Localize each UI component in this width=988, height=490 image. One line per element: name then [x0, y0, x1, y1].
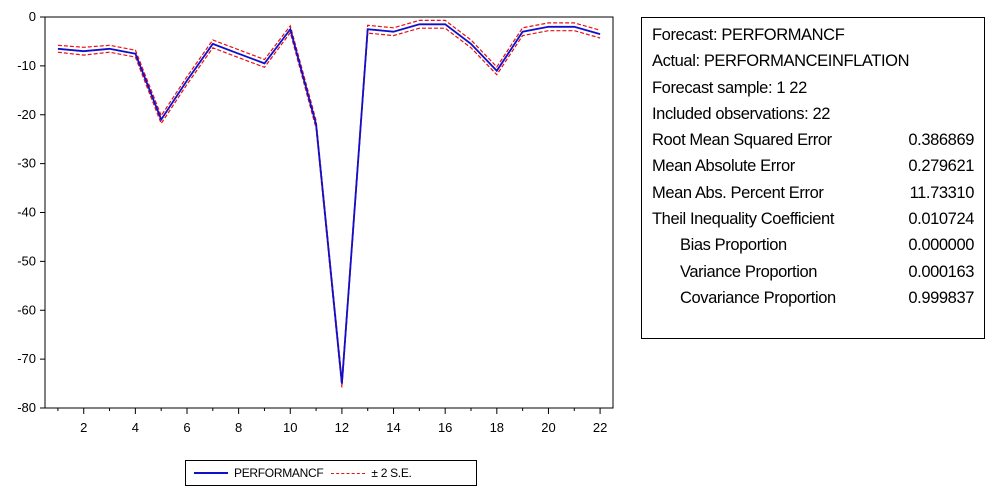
solid-line-swatch-icon — [194, 472, 228, 474]
y-tick-label: -70 — [17, 351, 36, 366]
plot-frame — [44, 16, 614, 409]
stat-row-mape: Mean Abs. Percent Error 11.73310 — [652, 180, 976, 206]
stat-row-rmse: Root Mean Squared Error 0.386869 — [652, 127, 976, 153]
y-tick-label: -60 — [17, 302, 36, 317]
x-tick-label: 8 — [235, 420, 242, 435]
stat-row-bias: Bias Proportion 0.000000 — [652, 232, 976, 258]
legend-item-forecast: PERFORMANCF — [186, 466, 324, 480]
stat-value: 0.999837 — [908, 288, 974, 307]
x-tick-label: 10 — [283, 420, 297, 435]
stat-label: Mean Absolute Error — [652, 157, 795, 176]
x-tick-label: 6 — [183, 420, 190, 435]
stat-label: Theil Inequality Coefficient — [652, 210, 835, 229]
forecast-sample: Forecast sample: 1 22 — [652, 78, 807, 97]
series-lines — [57, 19, 601, 388]
stat-label: Variance Proportion — [680, 262, 818, 281]
y-tick-label: -10 — [17, 58, 36, 73]
x-tick-label: 2 — [80, 420, 87, 435]
lower-se-band-line — [57, 27, 601, 388]
stat-value: 0.000000 — [908, 236, 974, 255]
y-tick-label: 0 — [29, 9, 36, 24]
stat-value: 11.73310 — [909, 183, 975, 202]
stat-value: 0.279621 — [908, 157, 974, 176]
stat-value: 0.386869 — [908, 131, 974, 150]
legend-item-se-band: ± 2 S.E. — [323, 466, 412, 480]
x-tick-label: 16 — [438, 420, 452, 435]
y-tick-label: -50 — [17, 253, 36, 268]
forecast-chart: 0 -10 -20 -30 -40 -50 -60 -70 -80 2 4 6 8 10 12 14 16 18… — [17, 9, 614, 435]
dashed-line-swatch-icon — [331, 472, 366, 474]
included-observations: Included observations: 22 — [652, 104, 831, 123]
actual-name: Actual: PERFORMANCEINFLATION — [652, 52, 910, 71]
stat-row-theil: Theil Inequality Coefficient 0.010724 — [652, 206, 976, 232]
stat-row-variance: Variance Proportion 0.000163 — [652, 259, 976, 285]
stat-value: 0.010724 — [908, 210, 974, 229]
chart-legend: PERFORMANCF ± 2 S.E. — [185, 460, 477, 486]
x-tick-label: 22 — [593, 420, 607, 435]
x-tick-label: 14 — [386, 420, 400, 435]
stat-row-covariance: Covariance Proportion 0.999837 — [652, 285, 976, 311]
y-tick-label: -20 — [17, 107, 36, 122]
stat-row-mae: Mean Absolute Error 0.279621 — [652, 153, 976, 179]
x-tick-label: 20 — [541, 420, 555, 435]
forecast-statistics-box: Forecast: PERFORMANCF Actual: PERFORMANC… — [641, 17, 985, 339]
legend-label: PERFORMANCF — [234, 466, 324, 480]
legend-label: ± 2 S.E. — [371, 466, 412, 480]
stat-label: Mean Abs. Percent Error — [652, 183, 824, 202]
stat-label: Bias Proportion — [680, 236, 787, 255]
x-tick-label: 12 — [335, 420, 349, 435]
y-tick-label: -30 — [17, 156, 36, 171]
stat-label: Covariance Proportion — [680, 288, 836, 307]
x-axis: 2 4 6 8 10 12 14 16 18 20 22 — [57, 408, 607, 435]
x-tick-label: 18 — [490, 420, 504, 435]
forecast-name: Forecast: PERFORMANCF — [652, 26, 845, 44]
stat-value: 0.000163 — [908, 262, 974, 281]
forecast-line — [57, 23, 601, 384]
y-tick-label: -80 — [17, 400, 36, 415]
y-tick-label: -40 — [17, 205, 36, 220]
upper-se-band-line — [57, 19, 601, 380]
stat-label: Root Mean Squared Error — [652, 131, 832, 150]
x-tick-label: 4 — [132, 420, 139, 435]
y-axis: 0 -10 -20 -30 -40 -50 -60 -70 -80 — [17, 9, 45, 415]
